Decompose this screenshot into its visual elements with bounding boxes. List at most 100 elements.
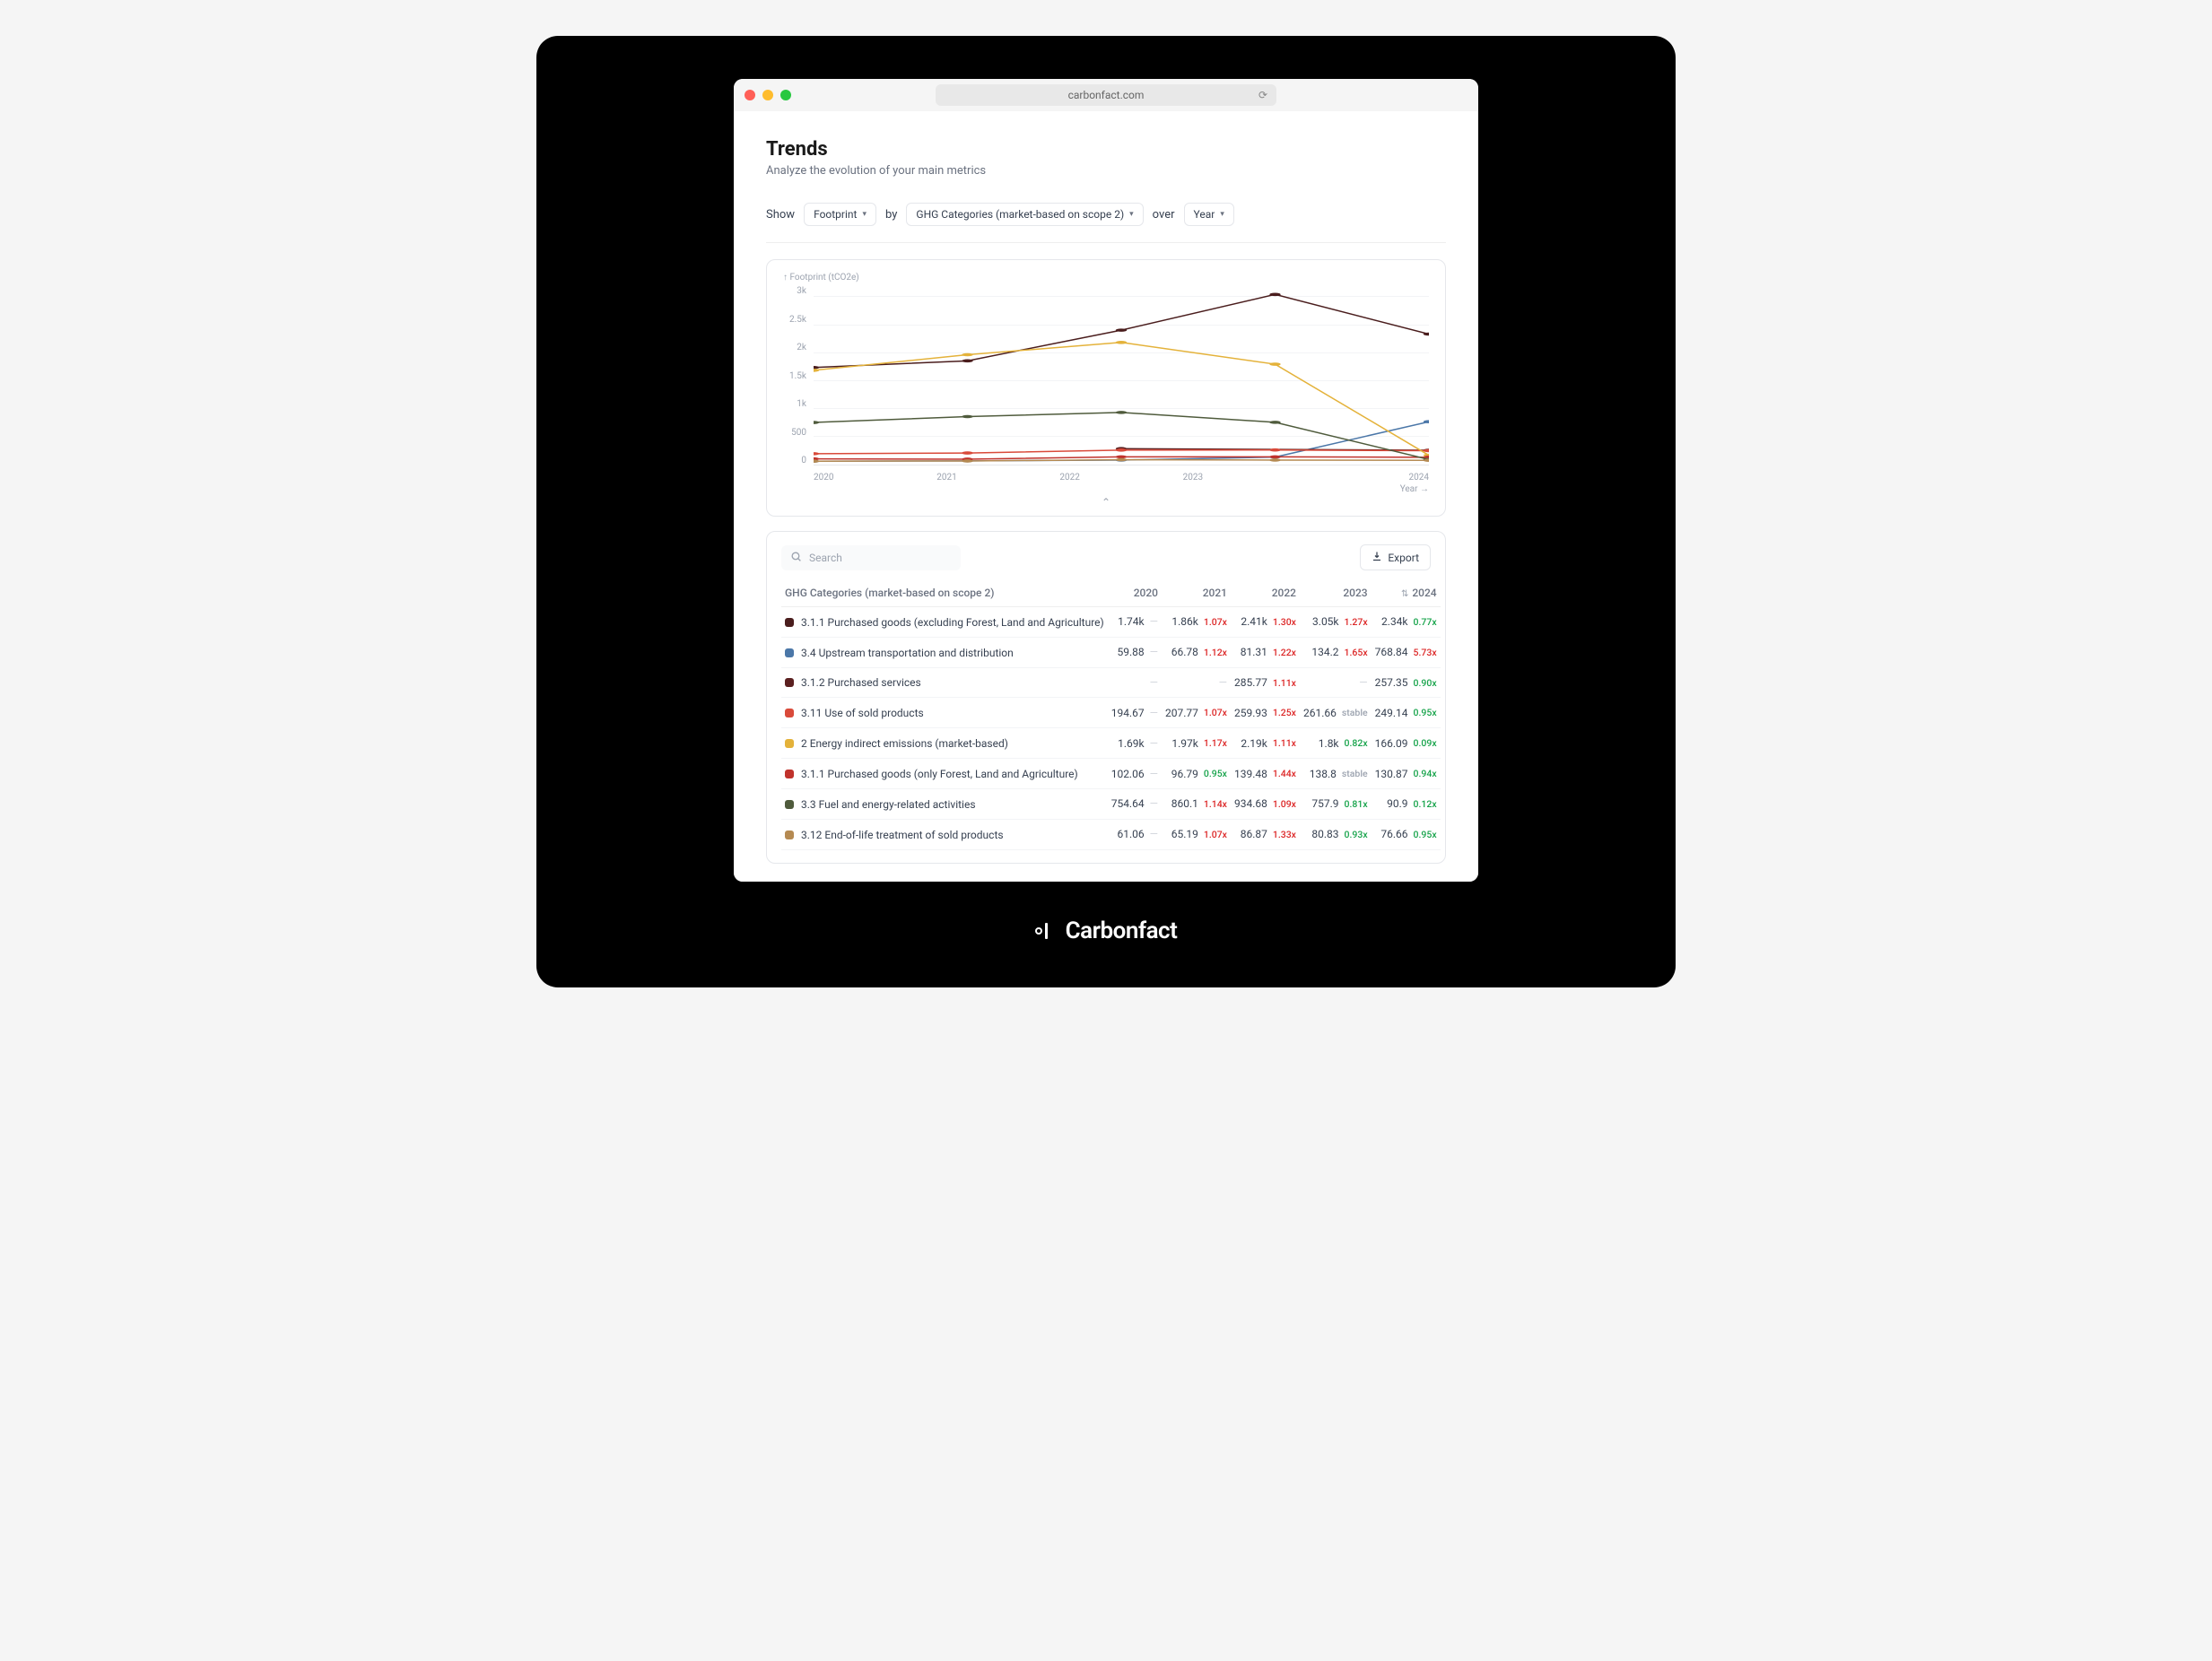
table-row[interactable]: 3.1.1 Purchased goods (only Forest, Land… (781, 759, 1441, 789)
brand-footer: Carbonfact (1035, 917, 1178, 944)
table-row[interactable]: 3.4 Upstream transportation and distribu… (781, 637, 1441, 667)
cell-value: 65.19 (1171, 828, 1198, 840)
cell-delta: — (1150, 828, 1158, 840)
chart-collapse-handle[interactable]: ⌃ (783, 496, 1429, 509)
chart-x-tick: 2023 (1183, 473, 1306, 483)
cell-value: 139.48 (1234, 768, 1267, 780)
download-icon (1372, 551, 1382, 564)
url-bar[interactable]: carbonfact.com ⟳ (936, 84, 1276, 106)
col-2024[interactable]: ⇅2024 (1372, 579, 1441, 607)
filter-by-label: by (885, 208, 897, 222)
chart-y-tick: 500 (783, 428, 806, 438)
cell-value: 934.68 (1234, 797, 1267, 810)
chart-y-tick: 3k (783, 286, 806, 296)
cell-delta: 1.14x (1204, 798, 1227, 810)
col-2021[interactable]: 2021 (1162, 579, 1231, 607)
cell-value: 166.09 (1375, 737, 1408, 750)
chart-y-tick: 2.5k (783, 315, 806, 325)
series-swatch (785, 739, 794, 748)
cell-delta: 1.07x (1204, 707, 1227, 718)
col-2023[interactable]: 2023 (1300, 579, 1372, 607)
cell-delta: 1.11x (1273, 737, 1296, 749)
search-placeholder: Search (809, 552, 842, 564)
table-row[interactable]: 3.1.1 Purchased goods (excluding Forest,… (781, 607, 1441, 638)
cell-value: 1.69k (1118, 737, 1144, 750)
cell-value: 2.41k (1241, 615, 1267, 628)
filter-over-label: over (1153, 208, 1175, 222)
cell-value: 81.31 (1241, 646, 1267, 658)
series-swatch (785, 770, 794, 778)
cell-value: 2.19k (1241, 737, 1267, 750)
cell-value: 194.67 (1111, 707, 1145, 719)
cell-value: 86.87 (1241, 828, 1267, 840)
cell-delta: — (1150, 615, 1158, 628)
refresh-icon[interactable]: ⟳ (1258, 89, 1267, 101)
chart-y-tick: 1.5k (783, 371, 806, 381)
filter-by-select[interactable]: GHG Categories (market-based on scope 2)… (906, 203, 1143, 226)
cell-value: 90.9 (1387, 797, 1407, 810)
traffic-lights (745, 90, 791, 100)
cell-value: 249.14 (1375, 707, 1408, 719)
cell-delta: 5.73x (1414, 647, 1437, 658)
category-label: 3.1.2 Purchased services (801, 676, 921, 689)
browser-window: carbonfact.com ⟳ Trends Analyze the evol… (734, 79, 1478, 882)
cell-delta: 1.12x (1204, 647, 1227, 658)
table-row[interactable]: 3.1.2 Purchased services——285.771.11x—25… (781, 667, 1441, 698)
cell-delta: — (1359, 676, 1367, 689)
chart-y-ticks: 3k2.5k2k1.5k1k5000 (783, 286, 814, 465)
filter-over-value: Year (1194, 208, 1215, 221)
table-row[interactable]: 3.3 Fuel and energy-related activities75… (781, 788, 1441, 819)
page-subtitle: Analyze the evolution of your main metri… (766, 164, 1446, 178)
cell-value: 96.79 (1171, 768, 1198, 780)
minimize-window-icon[interactable] (762, 90, 773, 100)
filter-show-select[interactable]: Footprint ▾ (804, 203, 876, 226)
chevron-down-icon: ▾ (1129, 210, 1134, 219)
cell-value: 768.84 (1375, 646, 1408, 658)
chart-y-tick: 0 (783, 456, 806, 465)
table-row[interactable]: 2 Energy indirect emissions (market-base… (781, 728, 1441, 759)
series-swatch (785, 800, 794, 809)
cell-delta: 0.90x (1414, 677, 1437, 689)
url-text: carbonfact.com (1068, 89, 1145, 101)
cell-value: 2.34k (1381, 615, 1407, 628)
cell-delta: 0.81x (1345, 798, 1368, 810)
cell-value: 61.06 (1117, 828, 1144, 840)
table-row[interactable]: 3.11 Use of sold products194.67—207.771.… (781, 698, 1441, 728)
export-label: Export (1388, 552, 1419, 564)
cell-delta: 0.77x (1414, 616, 1437, 628)
cell-delta: 0.93x (1345, 829, 1368, 840)
cell-value: 757.9 (1311, 797, 1338, 810)
cell-delta: stable (1342, 707, 1368, 718)
cell-value: 102.06 (1111, 768, 1145, 780)
chart-x-tick: 2024 (1306, 473, 1429, 483)
cell-delta: 1.65x (1345, 647, 1368, 658)
cell-delta: 1.11x (1273, 677, 1296, 689)
maximize-window-icon[interactable] (780, 90, 791, 100)
chart-yaxis-label: ↑ Footprint (tCO2e) (783, 273, 1429, 283)
filter-show-label: Show (766, 208, 795, 222)
category-label: 3.12 End-of-life treatment of sold produ… (801, 829, 1004, 841)
cell-delta: 1.07x (1204, 829, 1227, 840)
search-input[interactable]: Search (781, 545, 961, 570)
cell-delta: — (1150, 646, 1158, 658)
cell-delta: 1.33x (1273, 829, 1296, 840)
cell-delta: 0.12x (1414, 798, 1437, 810)
table-row[interactable]: 3.12 End-of-life treatment of sold produ… (781, 819, 1441, 849)
cell-delta: — (1150, 797, 1158, 810)
close-window-icon[interactable] (745, 90, 755, 100)
col-2020[interactable]: 2020 (1108, 579, 1162, 607)
cell-delta: 1.25x (1273, 707, 1296, 718)
category-label: 2 Energy indirect emissions (market-base… (801, 737, 1008, 750)
col-2022[interactable]: 2022 (1231, 579, 1300, 607)
brand-logo-icon (1035, 920, 1057, 942)
series-swatch (785, 709, 794, 717)
cell-value: 257.35 (1375, 676, 1408, 689)
cell-delta: stable (1342, 768, 1368, 779)
cell-delta: 1.17x (1204, 737, 1227, 749)
export-button[interactable]: Export (1360, 544, 1431, 570)
cell-value: 134.2 (1311, 646, 1338, 658)
page-title: Trends (766, 138, 1446, 161)
col-category[interactable]: GHG Categories (market-based on scope 2) (781, 579, 1108, 607)
chart-card: ↑ Footprint (tCO2e) 3k2.5k2k1.5k1k5000 2… (766, 259, 1446, 517)
filter-over-select[interactable]: Year ▾ (1184, 203, 1234, 226)
